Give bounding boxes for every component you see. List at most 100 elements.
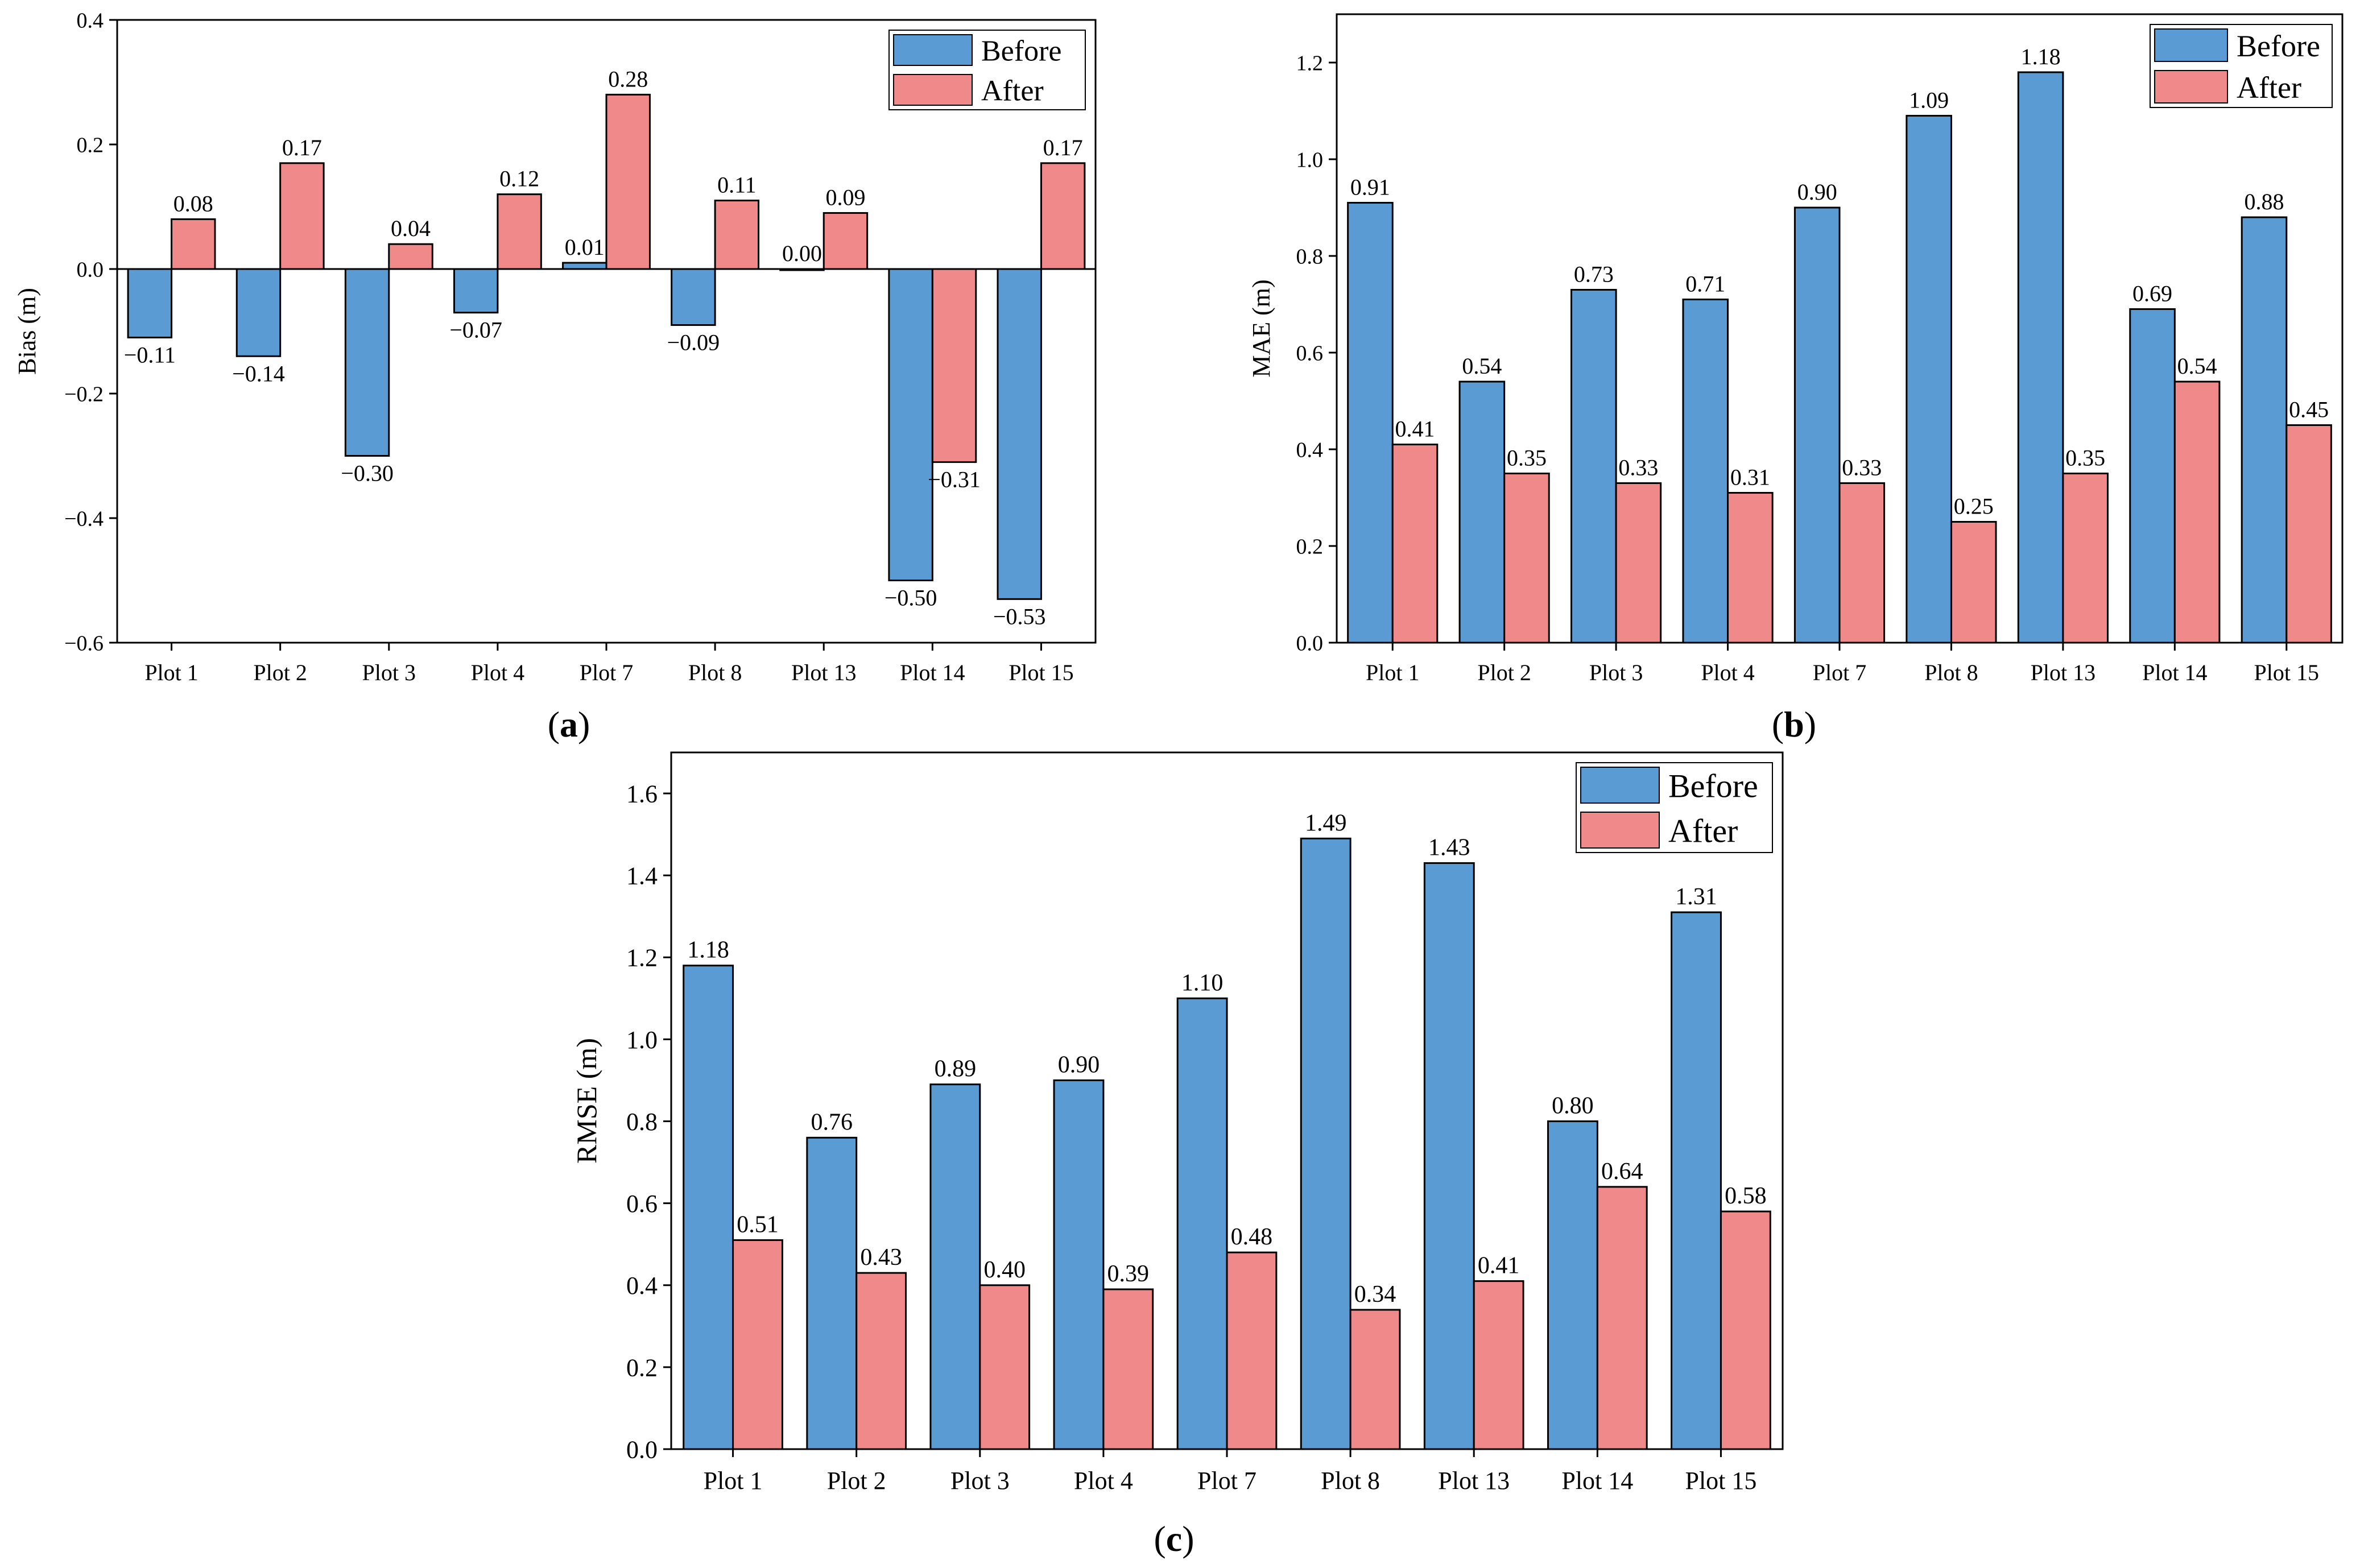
bar-label-after: 0.11 [717,172,757,198]
y-tick-label: 0.6 [626,1190,658,1218]
y-tick-label: 0.4 [1296,438,1324,462]
bar-label-after: 0.17 [282,135,322,160]
bar-label-after: 0.64 [1601,1159,1643,1185]
x-tick-label: Plot 3 [950,1467,1010,1495]
bar-label-after: 0.43 [860,1244,902,1271]
x-tick-label: Plot 13 [1438,1467,1510,1495]
y-tick-label: 0.0 [1296,631,1324,655]
y-tick-label: 0.8 [1296,245,1324,268]
legend-swatch-before [893,34,973,66]
legend: Before After [888,30,1086,110]
legend-swatch-after [2154,70,2228,104]
y-tick-label: 0.4 [626,1272,658,1300]
x-tick-label: Plot 7 [580,660,633,685]
bar-label-after: 0.08 [173,191,213,216]
bar-label-before: 0.90 [1058,1052,1100,1078]
bar-label-before: 0.91 [1350,175,1390,200]
bar-after-plot-3 [979,1284,1031,1450]
bar-label-before: 0.73 [1574,262,1614,287]
bar-after-plot-8 [1349,1309,1401,1450]
bar-after-plot-13 [2062,473,2109,644]
bar-before-plot-3 [1570,289,1617,644]
bar-after-plot-3 [1615,482,1662,644]
bar-label-after: 0.12 [499,166,539,192]
y-tick-label: 0.2 [1296,535,1324,558]
bar-after-plot-4 [1727,492,1774,644]
x-tick-label: Plot 1 [1366,660,1419,685]
x-tick-label: Plot 3 [1589,660,1643,685]
bar-label-after: 0.41 [1478,1253,1520,1279]
bar-after-plot-4 [1102,1288,1154,1450]
bar-label-before: 1.18 [2021,44,2061,69]
bar-label-after: −0.31 [928,466,981,492]
x-tick-label: Plot 4 [1701,660,1754,685]
panel-label-b: (b) [1772,704,1816,744]
y-axis-label: Bias (m) [13,288,41,375]
x-tick-label: Plot 8 [688,660,742,685]
bar-after-plot-2 [279,162,325,270]
bar-before-plot-1 [1347,202,1394,644]
legend: Before After [1576,762,1773,853]
bar-label-before: 0.88 [2244,189,2284,214]
bar-label-after: 0.40 [983,1257,1026,1283]
bar-before-plot-15 [2241,216,2288,644]
bar-label-after: 0.45 [2289,397,2329,423]
bar-label-before: 0.01 [565,234,605,260]
bar-before-plot-8 [1906,115,1952,644]
bar-label-before: 0.89 [935,1056,977,1082]
bar-after-plot-15 [2285,424,2332,644]
bar-label-before: 1.43 [1428,835,1470,861]
legend-swatch-before [1580,767,1660,804]
bar-after-plot-15 [1720,1210,1771,1450]
x-tick-label: Plot 4 [1074,1467,1133,1495]
bar-before-plot-15 [997,268,1042,600]
bar-before-plot-14 [888,268,933,581]
bar-after-plot-14 [2173,380,2221,644]
bar-label-before: 1.09 [1909,88,1949,113]
bar-label-after: 0.58 [1725,1183,1767,1209]
y-tick-label: 1.0 [1296,148,1324,172]
legend-swatch-after [1580,812,1660,849]
x-tick-label: Plot 1 [704,1467,763,1495]
y-tick-label: 1.2 [1296,51,1324,75]
x-tick-label: Plot 15 [1009,660,1073,685]
legend-label-after: After [1668,812,1738,849]
y-tick-label: 0.6 [1296,341,1324,365]
bar-before-plot-13 [2017,71,2064,644]
bar-before-plot-13 [779,268,825,271]
bar-label-after: 0.51 [737,1212,779,1238]
bar-before-plot-1 [127,268,173,338]
bar-before-plot-8 [1300,837,1351,1450]
chart-b-mae: 0.0 0.2 0.4 0.6 0.8 1.0 1.2 MAE (m) 0.91 0.54 0.73… [1247,13,2344,685]
y-tick-label: −0.4 [64,507,104,531]
bar-label-after: 0.35 [2065,445,2105,471]
bar-before-plot-13 [1423,862,1475,1450]
x-tick-label: Plot 13 [2031,660,2096,685]
y-axis-label: MAE (m) [1247,279,1275,377]
legend-label-after: After [981,75,1044,107]
bar-after-plot-1 [171,218,216,270]
bar-label-after: 0.48 [1231,1224,1273,1250]
legend-swatch-after [893,74,973,106]
bar-label-before: 1.18 [687,937,729,963]
bar-before-plot-4 [1682,299,1729,644]
x-tick-label: Plot 14 [1561,1467,1633,1495]
bar-after-plot-2 [855,1272,907,1450]
x-tick-label: Plot 15 [2254,660,2319,685]
y-tick-label: 0.8 [626,1108,658,1136]
bar-before-plot-15 [1671,911,1722,1450]
bar-after-plot-7 [605,93,651,270]
bar-label-before: −0.53 [993,603,1046,629]
bar-label-before: −0.11 [124,342,176,367]
legend: Before After [2150,24,2333,108]
bar-after-plot-14 [1596,1186,1648,1450]
bar-label-before: 0.69 [2132,281,2172,307]
bar-label-before: −0.30 [341,461,394,486]
bar-label-after: 0.25 [1954,494,1994,519]
bar-label-before: −0.14 [232,361,285,386]
y-tick-label: −0.6 [64,631,104,655]
y-tick-label: 1.6 [626,780,658,808]
bar-after-plot-8 [714,200,760,270]
bar-label-before: 1.31 [1675,884,1717,910]
